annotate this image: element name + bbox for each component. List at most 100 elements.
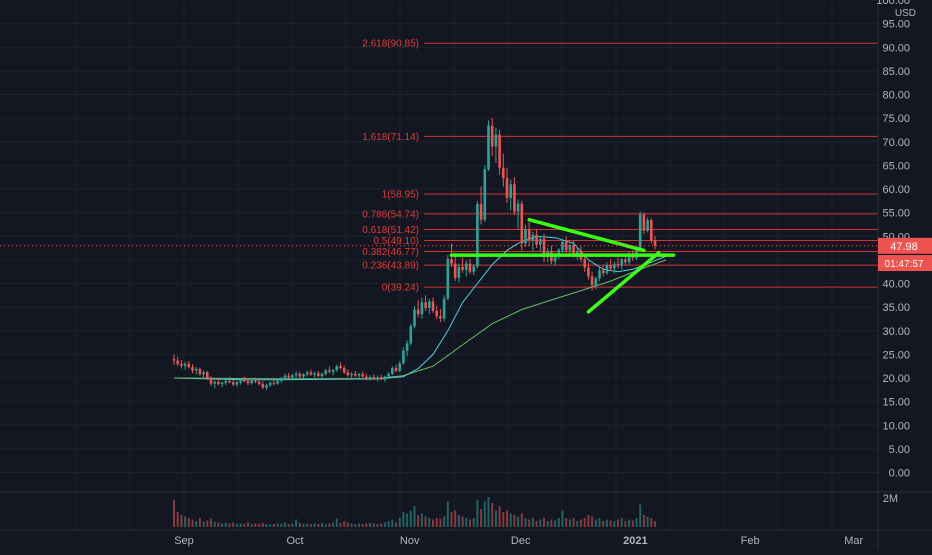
candle-body (309, 372, 313, 375)
volume-bar (195, 521, 198, 527)
candle-body (235, 382, 239, 385)
price-tick-label: 85.00 (882, 66, 910, 78)
price-tick-label: 30.00 (882, 326, 910, 338)
candle-body (324, 370, 327, 374)
volume-bar (631, 520, 634, 527)
candle-body (405, 343, 409, 351)
volume-bar (550, 519, 553, 527)
candle-body (372, 377, 376, 379)
candle-body (257, 381, 261, 385)
volume-bar (228, 523, 231, 527)
candle-body (328, 370, 331, 372)
volume-bar (572, 518, 575, 527)
volume-bar (276, 523, 279, 527)
candle-body (553, 255, 557, 262)
fib-level-label: 0(39.24) (382, 283, 419, 294)
volume-bar (602, 521, 605, 527)
volume-bar (187, 518, 190, 527)
volume-bar (457, 515, 460, 527)
volume-bar (332, 522, 335, 527)
volume-bar (221, 523, 224, 527)
candle-body (217, 381, 220, 385)
fib-retracement[interactable]: 2.618(90.85) 1.618(71.14) 1(58.95) 0.786(54… (362, 39, 878, 294)
candle-body (254, 380, 257, 382)
candle-body (620, 259, 623, 266)
volume-bar (476, 500, 479, 527)
volume-bar (376, 524, 379, 527)
candle-body (476, 204, 479, 267)
candle-body (487, 125, 490, 170)
candle-body (520, 203, 524, 244)
countdown-value: 01:47:57 (885, 259, 924, 270)
volume-bar (250, 524, 253, 527)
volume-bar (583, 518, 586, 527)
volume-bar (498, 506, 501, 527)
candle-body (394, 368, 398, 371)
volume-bar (380, 523, 383, 527)
candle-body (638, 214, 642, 251)
volume-bar (446, 501, 449, 527)
candle-body (198, 369, 202, 375)
candle-body (402, 350, 405, 364)
candle-body (228, 380, 231, 383)
price-tick-label: 40.00 (882, 279, 910, 291)
candle-body (468, 263, 472, 272)
price-tick-label: 70.00 (882, 137, 910, 149)
candle-body (527, 229, 531, 241)
candle-body (461, 266, 464, 270)
last-price-badge (878, 237, 932, 254)
volume-bar (173, 500, 175, 527)
candle-body (409, 326, 413, 344)
volume-bar (454, 510, 457, 527)
time-tick-label: Nov (400, 535, 420, 547)
volume-bar (247, 522, 249, 527)
volume-bar (269, 524, 272, 527)
candle-body (609, 265, 612, 269)
volume-bar (206, 520, 209, 527)
candle-body (561, 241, 564, 250)
candle-body (583, 259, 586, 268)
volume-bar (513, 515, 516, 527)
volume-bar (395, 522, 397, 527)
volume-bar (198, 518, 201, 527)
candle-body (483, 169, 487, 220)
volume-bar (184, 516, 187, 527)
candle-body (416, 309, 420, 315)
candle-body (194, 369, 198, 371)
candle-body (313, 373, 316, 375)
volume-bar (398, 518, 401, 527)
price-tick-label: 25.00 (882, 349, 910, 361)
candle-body (291, 375, 294, 378)
candle-body (283, 375, 287, 378)
volume-bar (383, 522, 386, 527)
candle-body (516, 203, 520, 212)
currency-label: USD (895, 8, 916, 19)
volume-bar (295, 519, 298, 527)
time-tick-label: 2021 (623, 535, 647, 547)
candlesticks (172, 118, 657, 390)
volume-bar (358, 523, 360, 527)
volume-bar (620, 518, 623, 527)
price-tick-label: 0.00 (889, 468, 910, 480)
candle-body (357, 374, 361, 376)
candle-body (387, 373, 390, 377)
volume-bar (224, 522, 227, 527)
candle-body (594, 278, 598, 286)
volume-bar (568, 519, 571, 527)
volume-bar (210, 518, 212, 527)
candle-body (498, 134, 501, 168)
volume-bar (387, 521, 390, 527)
volume-bar (213, 521, 216, 527)
last-price-value: 47.98 (890, 241, 918, 253)
candle-body (220, 382, 224, 385)
candle-body (513, 184, 516, 212)
candle-body (572, 245, 575, 255)
volume-bar (339, 522, 342, 527)
candle-body (261, 384, 265, 388)
fib-level-label: 0.786(54.74) (362, 209, 419, 220)
time-tick-label: Mar (844, 535, 863, 547)
volume-bar (465, 518, 468, 527)
